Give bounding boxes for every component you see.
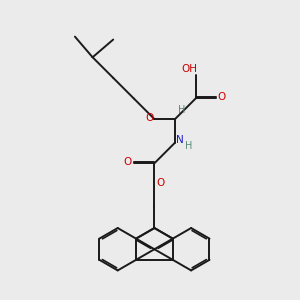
Text: H: H bbox=[178, 105, 185, 115]
Text: O: O bbox=[218, 92, 226, 102]
Text: N: N bbox=[176, 135, 184, 145]
Text: H: H bbox=[184, 141, 192, 151]
Text: O: O bbox=[145, 113, 153, 124]
Text: OH: OH bbox=[182, 64, 198, 74]
Text: O: O bbox=[157, 178, 165, 188]
Text: O: O bbox=[124, 157, 132, 167]
